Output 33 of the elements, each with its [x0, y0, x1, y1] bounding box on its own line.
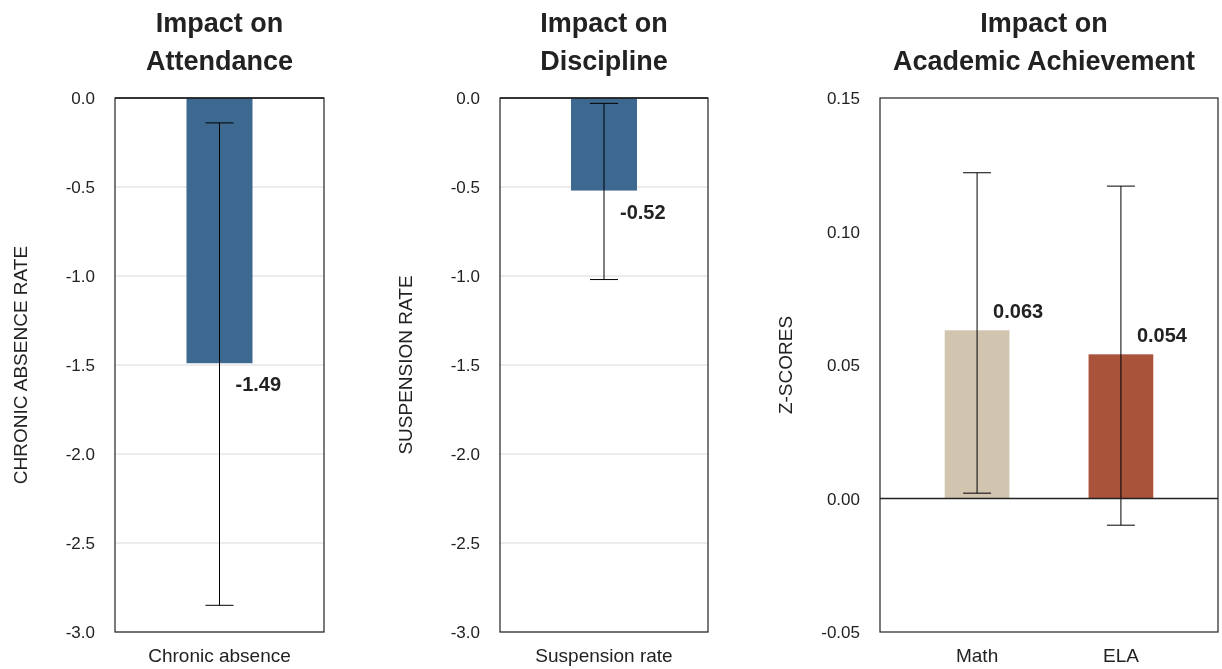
y-tick-label: -3.0	[65, 623, 95, 642]
y-axis-title: CHRONIC ABSENCE RATE	[10, 245, 31, 485]
y-axis-title: SUSPENSION RATE	[395, 275, 416, 455]
chart-title: Impact on Academic Achievement	[892, 8, 1196, 76]
y-tick-label: 0.15	[826, 89, 860, 108]
data-label: 0.054	[1136, 324, 1188, 347]
y-tick-label: -2.5	[450, 534, 480, 553]
x-tick-label: Chronic absence	[148, 645, 291, 666]
x-tick-label: Math	[955, 645, 999, 666]
y-tick-label: -1.5	[450, 356, 480, 375]
chart-title: Impact on Attendance	[145, 8, 294, 76]
chart-title: Impact on Discipline	[540, 8, 668, 76]
y-tick-label: -2.0	[65, 445, 95, 464]
y-tick-label: 0.00	[826, 489, 860, 509]
data-label: 0.063	[993, 300, 1044, 323]
y-tick-label: -0.05	[821, 623, 860, 642]
y-tick-label: 0.10	[826, 222, 860, 242]
y-tick-label: -0.5	[450, 178, 480, 197]
y-axis-title: Z-SCORES	[775, 315, 796, 415]
y-tick-label: 0.0	[456, 89, 480, 108]
y-tick-label: -1.0	[65, 267, 95, 286]
x-tick-label: ELA	[1102, 645, 1140, 666]
x-tick-label: Suspension rate	[535, 645, 673, 666]
y-tick-label: 0.05	[826, 356, 860, 375]
y-tick-label: -1.0	[450, 267, 480, 286]
y-tick-label: -1.5	[65, 356, 95, 375]
y-tick-label: 0.0	[71, 89, 95, 108]
y-tick-label: -2.5	[65, 534, 95, 553]
y-tick-label: -0.5	[65, 178, 95, 197]
data-label: -0.52	[620, 200, 666, 223]
y-tick-label: -2.0	[450, 445, 480, 464]
y-tick-label: -3.0	[450, 623, 480, 642]
data-label: -1.49	[235, 373, 282, 396]
